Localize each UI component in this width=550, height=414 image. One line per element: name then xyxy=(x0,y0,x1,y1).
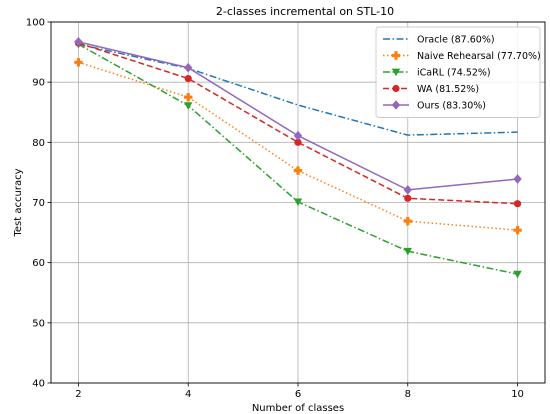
data-point xyxy=(403,247,412,256)
x-axis-label: Number of classes xyxy=(252,403,344,414)
series-0 xyxy=(78,43,518,136)
data-point xyxy=(404,194,412,202)
x-tick-label: 8 xyxy=(405,389,411,400)
data-point xyxy=(391,51,401,60)
series-4 xyxy=(74,37,522,195)
x-tick-label: 4 xyxy=(185,389,191,400)
data-point xyxy=(293,198,303,207)
data-point xyxy=(293,166,303,175)
data-point xyxy=(184,62,193,73)
axis-ticks: 2 4 6 8 10 40 50 60 70 80 90 100 xyxy=(26,18,524,401)
data-point xyxy=(293,130,303,141)
series-line xyxy=(78,42,518,205)
series-line xyxy=(78,43,518,136)
legend-entry: iCaRL (74.52%) xyxy=(383,68,491,79)
data-point xyxy=(74,37,83,47)
y-axis-label: Test accuracy xyxy=(13,168,24,237)
y-tick-label: 70 xyxy=(32,198,45,209)
data-point xyxy=(513,225,522,235)
legend: Oracle (87.60%) Naive Rehearsal (77.70%) i… xyxy=(375,26,541,118)
legend-entry: Naive Rehearsal (77.70%) xyxy=(383,51,541,62)
data-point xyxy=(184,102,193,110)
data-point xyxy=(294,138,302,146)
data-point xyxy=(184,93,193,102)
data-point xyxy=(513,200,522,208)
legend-label: Ours (83.30%) xyxy=(417,101,486,112)
y-tick-label: 80 xyxy=(32,138,45,149)
legend-box xyxy=(375,26,541,118)
data-point xyxy=(513,174,522,184)
legend-entry: Ours (83.30%) xyxy=(383,100,486,112)
x-tick-label: 2 xyxy=(75,389,81,400)
legend-label: Naive Rehearsal (77.70%) xyxy=(417,51,541,62)
data-point xyxy=(74,58,83,67)
y-tick-label: 50 xyxy=(32,318,45,329)
data-point xyxy=(403,185,412,195)
data-point xyxy=(391,68,401,77)
data-point xyxy=(513,270,522,279)
legend-label: Oracle (87.60%) xyxy=(417,35,495,46)
chart-title: 2-classes incremental on STL-10 xyxy=(216,5,394,18)
x-tick-label: 6 xyxy=(295,389,301,400)
y-tick-label: 90 xyxy=(32,78,45,89)
data-point xyxy=(403,216,412,226)
data-point xyxy=(391,100,401,110)
legend-entry: Oracle (87.60%) xyxy=(383,35,495,46)
y-tick-label: 40 xyxy=(32,379,45,390)
legend-entry: WA (81.52%) xyxy=(383,84,479,95)
data-point xyxy=(184,74,192,83)
legend-label: WA (81.52%) xyxy=(417,84,479,95)
legend-label: iCaRL (74.52%) xyxy=(417,68,491,79)
x-tick-label: 10 xyxy=(511,389,524,400)
y-tick-label: 60 xyxy=(32,258,45,269)
y-tick-label: 100 xyxy=(26,18,45,29)
series-lines xyxy=(74,37,522,279)
data-point xyxy=(392,84,400,93)
